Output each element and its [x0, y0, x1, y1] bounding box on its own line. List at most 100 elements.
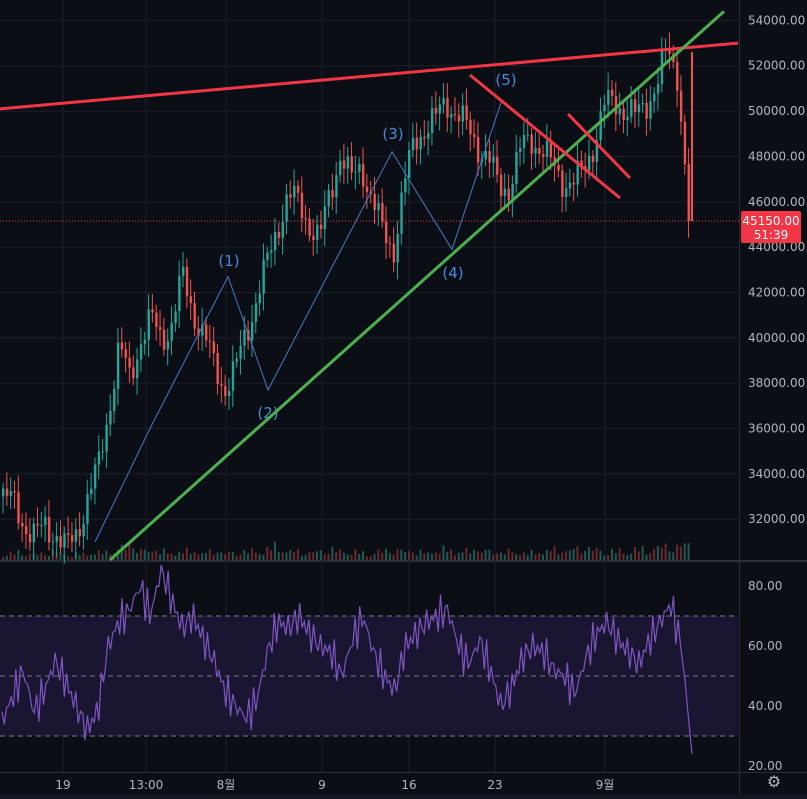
candle-body	[415, 137, 419, 150]
volume-bar	[587, 547, 590, 560]
candle-body	[67, 533, 70, 536]
time-tick-label: 16	[401, 778, 416, 792]
volume-bar	[44, 555, 47, 560]
volume-bar	[78, 555, 81, 560]
volume-bar	[105, 550, 108, 560]
volume-bar	[423, 553, 426, 560]
candle-body	[55, 536, 59, 542]
volume-bar	[687, 543, 690, 560]
time-axis-border	[0, 772, 807, 773]
candle-body	[136, 359, 139, 379]
wave-label-4: (4)	[442, 264, 463, 282]
volume-bar	[178, 551, 181, 560]
volume-bar	[319, 550, 322, 560]
candle-body	[392, 243, 396, 263]
volume-bar	[101, 554, 104, 560]
candle-body	[124, 349, 127, 358]
volume-bar	[622, 553, 625, 560]
volume-bar	[28, 553, 31, 560]
candle-body	[385, 221, 388, 244]
volume-bar	[473, 549, 476, 560]
candle-body	[419, 136, 422, 150]
candle-body	[342, 160, 346, 169]
candle-body	[407, 150, 411, 179]
candle-body	[388, 243, 392, 245]
volume-bar	[599, 550, 602, 560]
candle-body	[17, 492, 20, 524]
volume-bar	[446, 551, 449, 560]
price-axis-border	[739, 0, 740, 795]
candle-body	[522, 135, 526, 148]
candle-body	[32, 523, 36, 543]
wave-label-1: (1)	[218, 252, 239, 270]
correction-channel-lower	[566, 112, 632, 180]
candle-body	[331, 190, 334, 198]
candle-body	[159, 327, 162, 330]
candle-body	[377, 202, 380, 211]
candle-body	[273, 231, 277, 251]
candle-body	[13, 491, 16, 493]
volume-bar	[457, 552, 460, 560]
volume-bar	[385, 548, 387, 560]
candle-body	[93, 464, 97, 489]
candle-body	[687, 164, 690, 221]
last-price-value: 45150.00	[742, 214, 799, 228]
candle-body	[622, 108, 625, 120]
candle-body	[668, 49, 671, 54]
volume-bar	[281, 552, 284, 560]
candle-body	[453, 113, 457, 116]
volume-bar	[300, 555, 303, 560]
candle-body	[166, 340, 170, 350]
candle-body	[285, 194, 288, 222]
volume-bar	[576, 545, 579, 560]
volume-bar	[676, 544, 679, 560]
candle-body	[633, 99, 637, 113]
volume-bar	[607, 555, 610, 560]
volume-bar	[373, 553, 376, 560]
candle-body	[438, 104, 442, 114]
candle-body	[254, 303, 258, 322]
rsi-tick-label: 80.00	[748, 579, 782, 593]
candle-body	[63, 533, 66, 548]
candle-body	[139, 344, 143, 360]
volume-bar	[411, 552, 414, 560]
volume-bar	[250, 548, 253, 560]
volume-bar	[97, 549, 100, 560]
candle-body	[231, 361, 235, 391]
volume-bar	[293, 552, 296, 560]
wave-count-line	[94, 99, 503, 543]
volume-bar	[36, 554, 39, 560]
candle-body	[262, 259, 265, 294]
candle-body	[526, 134, 530, 136]
candle-body	[70, 535, 74, 542]
volume-bar	[350, 554, 353, 560]
candle-body	[450, 113, 453, 118]
volume-bar	[407, 550, 410, 560]
volume-bar	[124, 549, 127, 560]
candle-body	[28, 534, 32, 543]
settings-gear-icon[interactable]: ⚙	[766, 772, 782, 791]
volume-bar	[591, 550, 594, 560]
rsi-tick-label: 20.00	[748, 759, 782, 773]
candle-body	[239, 345, 242, 359]
volume-bar	[561, 552, 564, 560]
volume-bar	[672, 552, 675, 560]
volume-bar	[243, 549, 246, 560]
candle-body	[40, 525, 43, 527]
rsi-axis-labels: 80.00 60.00 40.00 20.00	[748, 579, 782, 773]
candle-body	[201, 324, 204, 336]
candle-body	[277, 231, 281, 238]
price-tick-label: 52000.00	[748, 59, 805, 73]
candle-body	[373, 194, 376, 211]
volume-bar	[312, 552, 315, 560]
candle-body	[534, 148, 537, 154]
candles	[2, 32, 693, 564]
volume-bar	[82, 552, 85, 560]
volume-bar	[641, 545, 644, 560]
last-price-badge	[741, 211, 801, 244]
volume-bar	[67, 555, 70, 560]
candle-body	[101, 451, 104, 453]
volume-bar	[538, 552, 541, 560]
volume-bar	[166, 553, 169, 560]
